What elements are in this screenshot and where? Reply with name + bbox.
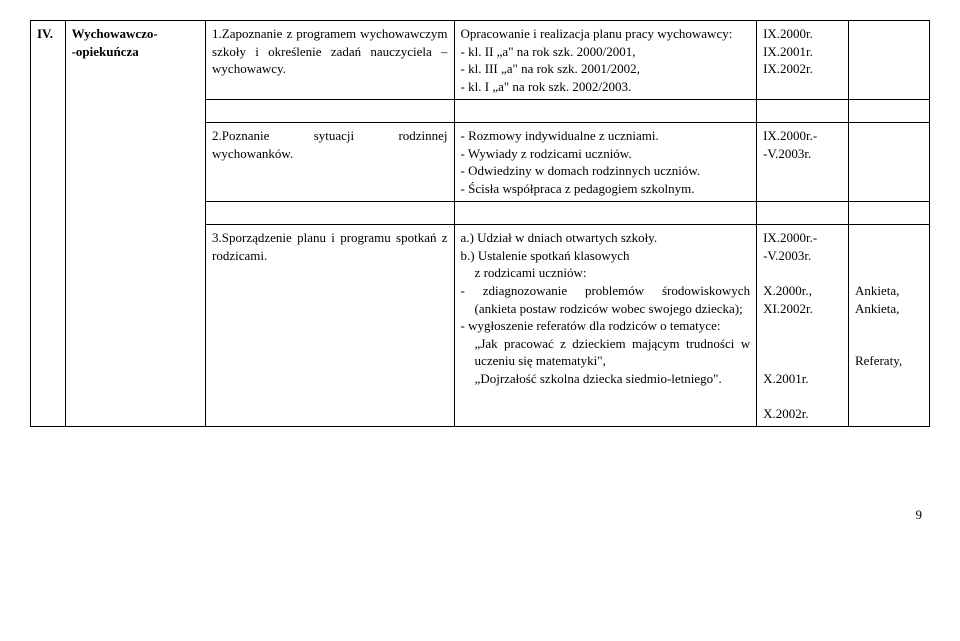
- list-item: wygłoszenie referatów dla rodziców o tem…: [461, 317, 751, 335]
- desc-line: b.) Ustalenie spotkań klasowych: [461, 247, 751, 265]
- desc-quote: „Jak pracować z dzieckiem mającym trudno…: [461, 335, 751, 370]
- task-cell: 3.Sporządzenie planu i programu spotkań …: [206, 225, 455, 427]
- table-row: IV. Wychowawczo- -opiekuńcza 1.Zapoznani…: [31, 21, 930, 100]
- list-item: kl. II „a" na rok szk. 2000/2001,: [461, 43, 751, 61]
- note-cell: [848, 123, 929, 202]
- desc-list: zdiagnozowanie problemów środowiskowych …: [461, 282, 751, 335]
- note-cell: [848, 21, 929, 100]
- date-cell: IX.2000r.- -V.2003r. X.2000r., XI.2002r.…: [757, 225, 849, 427]
- row-number: IV.: [31, 21, 66, 427]
- desc-intro: Opracowanie i realizacja planu pracy wyc…: [461, 25, 751, 43]
- date-cell: IX.2000r. IX.2001r. IX.2002r.: [757, 21, 849, 100]
- desc-quote: „Dojrzałość szkolna dziecka siedmio-letn…: [461, 370, 751, 388]
- desc-list: Rozmowy indywidualne z uczniami. Wywiady…: [461, 127, 751, 197]
- document-table: IV. Wychowawczo- -opiekuńcza 1.Zapoznani…: [30, 20, 930, 427]
- task-cell: 1.Zapoznanie z programem wychowawczym sz…: [206, 21, 455, 100]
- task-cell: 2.Poznanie sytuacji rodzinnej wychowankó…: [206, 123, 455, 202]
- note-cell: Ankieta, Ankieta, Referaty,: [848, 225, 929, 427]
- list-item: Rozmowy indywidualne z uczniami.: [461, 127, 751, 145]
- row-topic: Wychowawczo- -opiekuńcza: [65, 21, 205, 427]
- page-number: 9: [30, 507, 930, 523]
- list-item: Wywiady z rodzicami uczniów.: [461, 145, 751, 163]
- list-item: Odwiedziny w domach rodzinnych uczniów.: [461, 162, 751, 180]
- list-item: zdiagnozowanie problemów środowiskowych …: [461, 282, 751, 317]
- desc-line: a.) Udział w dniach otwartych szkoły.: [461, 229, 751, 247]
- list-item: kl. III „a" na rok szk. 2001/2002,: [461, 60, 751, 78]
- list-item: Ścisła współpraca z pedagogiem szkolnym.: [461, 180, 751, 198]
- desc-cell: a.) Udział w dniach otwartych szkoły. b.…: [454, 225, 757, 427]
- desc-cell: Rozmowy indywidualne z uczniami. Wywiady…: [454, 123, 757, 202]
- date-cell: IX.2000r.- -V.2003r.: [757, 123, 849, 202]
- desc-line: z rodzicami uczniów:: [461, 264, 751, 282]
- desc-cell: Opracowanie i realizacja planu pracy wyc…: [454, 21, 757, 100]
- desc-list: kl. II „a" na rok szk. 2000/2001, kl. II…: [461, 43, 751, 96]
- list-item: kl. I „a" na rok szk. 2002/2003.: [461, 78, 751, 96]
